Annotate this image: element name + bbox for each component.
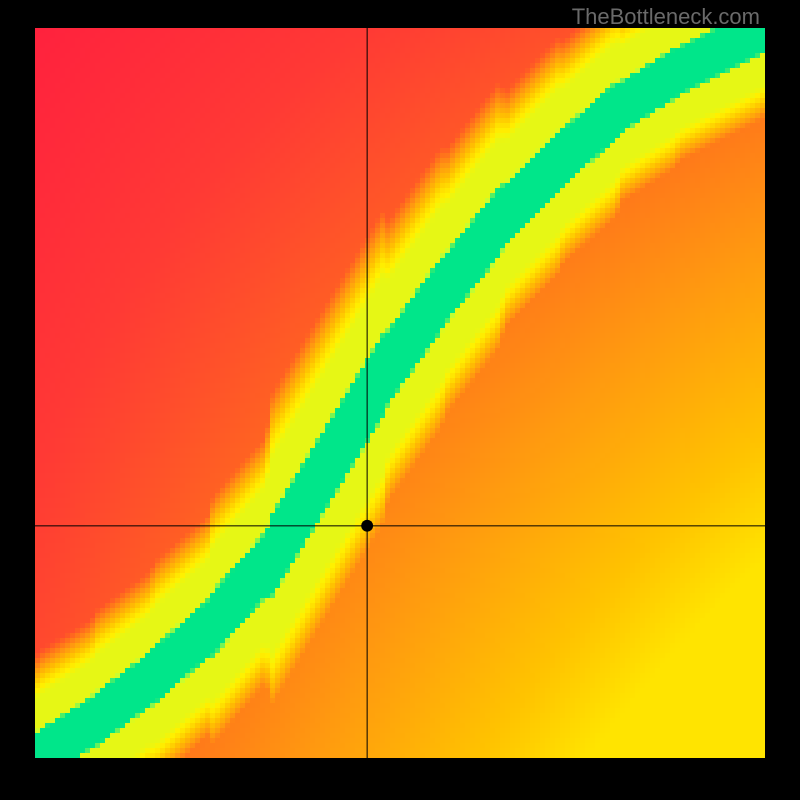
watermark-text: TheBottleneck.com xyxy=(572,4,760,30)
heatmap-canvas xyxy=(35,28,765,758)
heatmap-plot-area xyxy=(35,28,765,758)
